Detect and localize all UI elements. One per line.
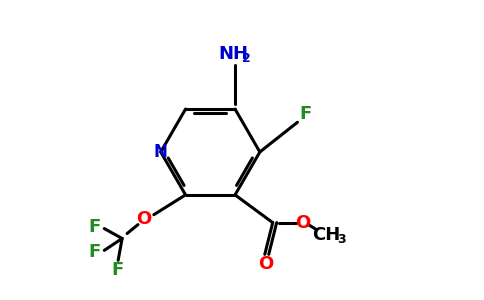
Text: F: F <box>111 261 123 279</box>
Text: F: F <box>88 243 101 261</box>
Text: O: O <box>136 210 151 228</box>
Text: O: O <box>258 255 273 273</box>
Text: 2: 2 <box>242 52 250 65</box>
Text: O: O <box>295 214 310 232</box>
Text: F: F <box>88 218 101 236</box>
Text: NH: NH <box>218 45 248 63</box>
Text: F: F <box>299 105 312 123</box>
Text: CH: CH <box>312 226 340 244</box>
Text: N: N <box>154 143 167 161</box>
Text: 3: 3 <box>337 233 346 246</box>
